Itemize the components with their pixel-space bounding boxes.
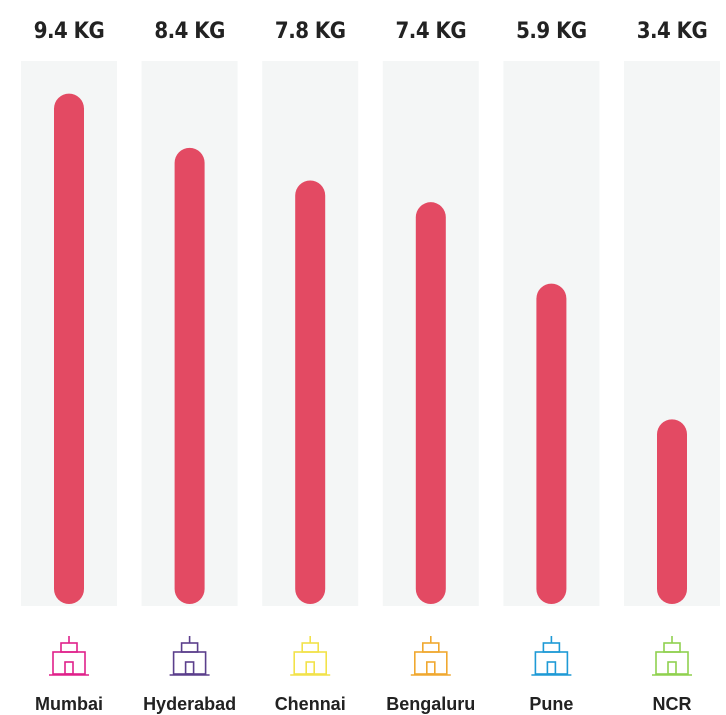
icon-body	[655, 651, 689, 675]
x-tick-label: Mumbai	[35, 694, 103, 714]
icon-top	[180, 642, 199, 653]
icon-body	[52, 651, 86, 675]
icon-door	[64, 661, 74, 675]
icon-door	[184, 661, 195, 675]
icon-body	[172, 651, 207, 675]
city-icon	[410, 636, 451, 676]
bar	[295, 180, 326, 604]
icon-top	[60, 642, 78, 653]
city-icon	[290, 636, 331, 676]
x-tick-label: NCR	[653, 694, 692, 714]
icon-top	[421, 642, 440, 653]
city-icon	[169, 636, 210, 676]
icon-top	[663, 642, 681, 653]
icon-door	[425, 661, 436, 675]
value-label: 7.4 KG	[396, 19, 467, 44]
city-icon	[652, 636, 692, 676]
x-tick-label: Hyderabad	[143, 694, 236, 714]
value-label: 7.8 KG	[275, 19, 346, 44]
x-tick-label: Chennai	[275, 694, 346, 714]
x-tick-label: Pune	[529, 694, 573, 714]
bar	[54, 93, 84, 604]
bar	[174, 147, 205, 604]
icon-top	[542, 642, 561, 653]
value-label: 9.4 KG	[34, 19, 105, 44]
bar	[415, 202, 446, 604]
icon-body	[534, 651, 569, 675]
icon-door	[546, 661, 557, 675]
icon-body	[293, 651, 328, 675]
value-label: 5.9 KG	[516, 19, 587, 44]
x-tick-label: Bengaluru	[386, 694, 475, 714]
value-label: 3.4 KG	[637, 19, 708, 44]
icon-top	[301, 642, 320, 653]
city-icon	[49, 636, 89, 676]
city-icon	[531, 636, 572, 676]
icon-door	[305, 661, 316, 675]
icon-body	[413, 651, 448, 675]
bar	[536, 283, 567, 604]
bar	[657, 419, 687, 604]
icon-door	[667, 661, 677, 675]
value-label: 8.4 KG	[154, 19, 225, 44]
